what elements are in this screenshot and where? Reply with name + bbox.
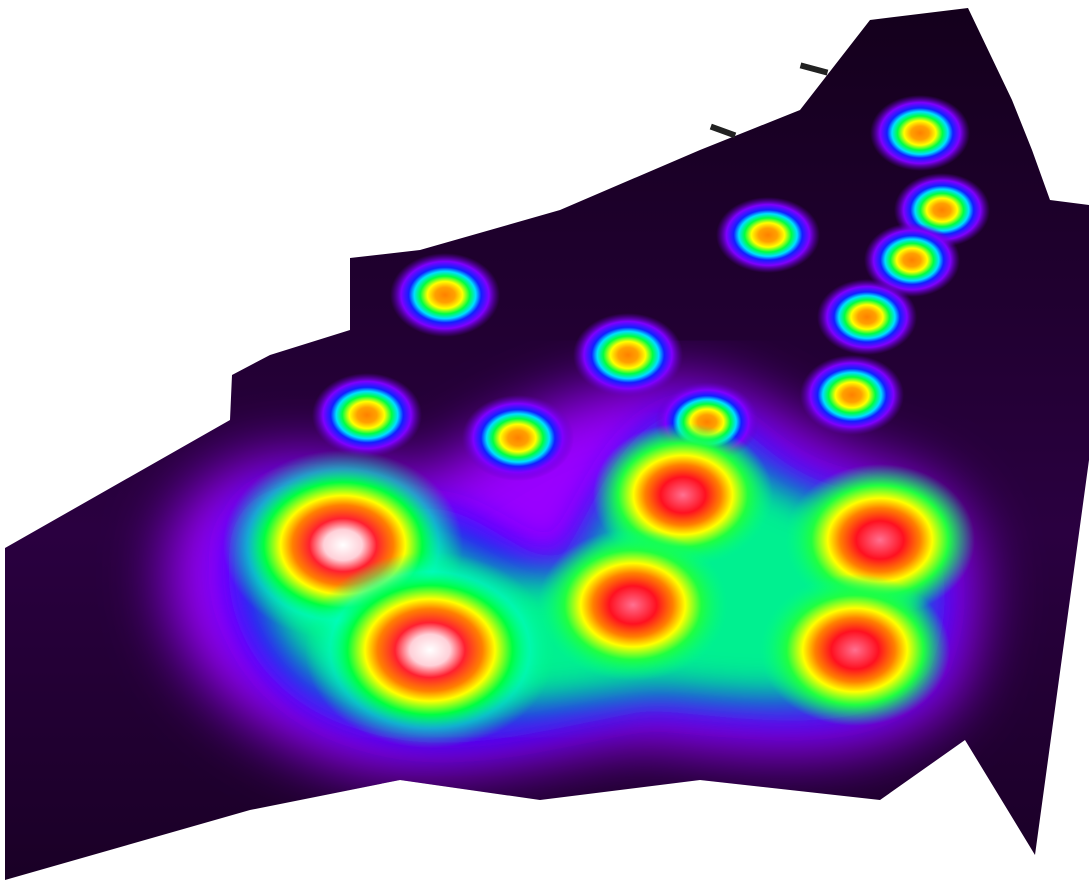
light-field <box>166 95 990 773</box>
light-spot <box>716 197 820 273</box>
light-spot <box>817 279 917 355</box>
light-spot-bright <box>760 574 950 726</box>
light-spot <box>462 395 574 481</box>
light-spot-bright <box>305 552 555 748</box>
light-spot <box>864 223 960 297</box>
fixtures <box>709 62 829 139</box>
light-spot <box>390 253 500 337</box>
light-spot <box>870 95 970 171</box>
fixture <box>799 62 829 76</box>
light-spot-bright <box>538 529 728 681</box>
fixture <box>709 123 737 139</box>
light-spot <box>312 373 422 457</box>
light-spot <box>800 355 904 435</box>
light-spot <box>573 313 683 397</box>
